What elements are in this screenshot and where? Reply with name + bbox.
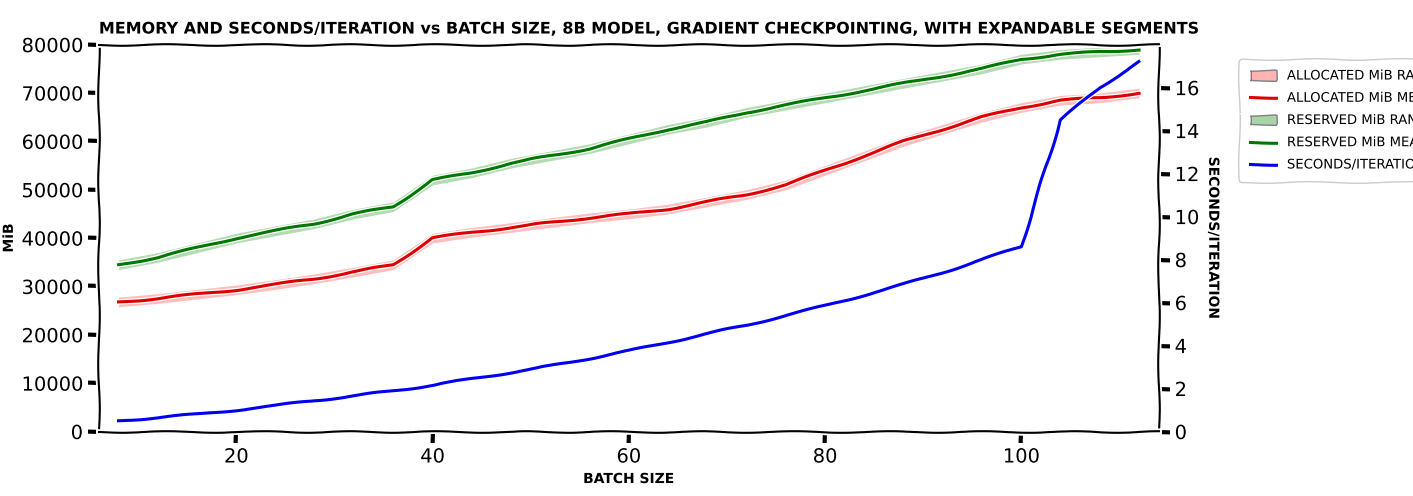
Text: MEMORY AND SECONDS/ITERATION vs BATCH SIZE, 8B MODEL, GRADIENT CHECKPOINTING, WI: MEMORY AND SECONDS/ITERATION vs BATCH SI… — [99, 21, 1205, 37]
Legend: ALLOCATED MiB RANGE, ALLOCATED MiB MEAN, RESERVED MiB RANGE, RESERVED MiB MEAN, : ALLOCATED MiB RANGE, ALLOCATED MiB MEAN,… — [1239, 59, 1413, 182]
X-axis label: BATCH SIZE: BATCH SIZE — [584, 472, 674, 486]
Y-axis label: SECONDS/ITERATION: SECONDS/ITERATION — [1207, 157, 1221, 319]
Y-axis label: MiB: MiB — [1, 224, 16, 252]
